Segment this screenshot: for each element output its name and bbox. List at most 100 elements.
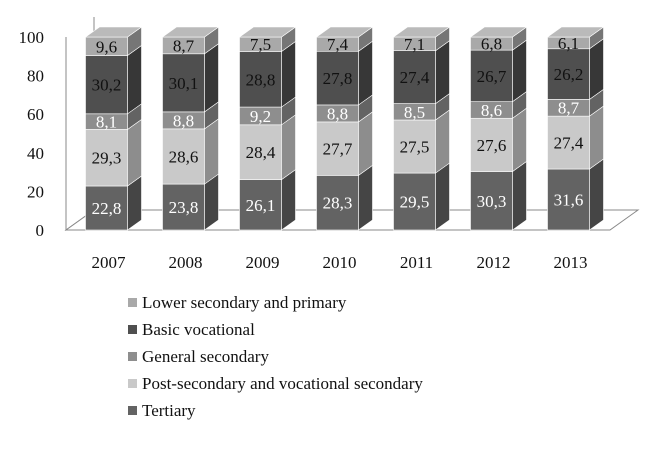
- data-label: 8,8: [327, 104, 348, 123]
- data-label: 7,4: [327, 35, 349, 54]
- data-label: 26,2: [554, 65, 584, 84]
- bar-2013: 31,6 27,4 8,7 26,2 6,1: [546, 26, 605, 231]
- bar-2008: 23,8 28,6 8,8 30,1 8,7: [161, 26, 220, 231]
- bar-segment-side: [358, 164, 373, 231]
- bar-segment-side: [589, 38, 604, 100]
- bar-segment-side: [512, 39, 527, 103]
- data-label: 30,1: [169, 74, 199, 93]
- data-label: 8,6: [481, 101, 502, 120]
- x-tick-label: 2012: [477, 253, 511, 272]
- data-label: 7,5: [250, 35, 271, 54]
- data-label: 6,1: [558, 34, 579, 53]
- bar-segment-side: [281, 169, 296, 231]
- bar-segment-side: [435, 109, 450, 174]
- bar-segment-front: [316, 175, 359, 231]
- x-tick-label: 2007: [92, 253, 127, 272]
- bar-top-face: [392, 26, 451, 38]
- data-label: 7,1: [404, 35, 425, 54]
- bar-2010: 28,3 27,7 8,8 27,8 7,4: [315, 26, 374, 231]
- bar-segment-side: [512, 107, 527, 173]
- x-axis-ticks: 2007 2008 2009 2010 2011 2012 2013: [92, 253, 588, 272]
- x-tick-label: 2011: [400, 253, 433, 272]
- y-tick-label: 0: [36, 221, 45, 240]
- legend-swatch: [128, 352, 137, 361]
- legend-swatch: [128, 406, 137, 415]
- data-label: 8,8: [173, 111, 194, 130]
- data-label: 27,5: [400, 138, 430, 157]
- data-label: 29,5: [400, 193, 430, 212]
- bar-segment-side: [127, 118, 142, 187]
- data-label: 28,6: [169, 147, 199, 166]
- bar-top-face: [161, 26, 220, 38]
- y-axis-ticks: 0 20 40 60 80 100: [19, 28, 45, 240]
- bar-segment-side: [281, 40, 296, 108]
- bar-segment-front: [85, 185, 128, 231]
- y-tick-label: 100: [19, 28, 45, 47]
- data-label: 9,6: [96, 37, 117, 56]
- bar-2009: 26,1 28,4 9,2 28,8 7,5: [238, 26, 297, 231]
- bar-top-face: [315, 26, 374, 38]
- data-label: 8,7: [558, 99, 580, 118]
- data-label: 28,8: [246, 70, 276, 89]
- bar-top-face: [238, 26, 297, 38]
- data-label: 30,2: [92, 76, 122, 95]
- bar-segment-side: [204, 118, 219, 185]
- legend-swatch: [128, 298, 137, 307]
- data-label: 27,8: [323, 69, 353, 88]
- bar-segment-front: [85, 129, 128, 187]
- data-label: 27,4: [554, 134, 584, 153]
- data-label: 26,7: [477, 67, 507, 86]
- data-label: 23,8: [169, 198, 199, 217]
- legend-label: Basic vocational: [142, 320, 255, 339]
- bar-segment-side: [512, 160, 527, 231]
- bar-segment-front: [393, 172, 436, 231]
- bar-segment-front: [162, 53, 205, 113]
- legend-label: Lower secondary and primary: [142, 293, 347, 312]
- bar-segment-side: [435, 162, 450, 231]
- bar-segment-front: [470, 49, 513, 102]
- bar-2007: 22,8 29,3 8,1 30,2 9,6: [84, 26, 143, 231]
- data-label: 8,5: [404, 103, 425, 122]
- legend-label: General secondary: [142, 347, 269, 366]
- data-label: 6,8: [481, 35, 502, 54]
- x-tick-label: 2008: [169, 253, 203, 272]
- legend-label: Tertiary: [142, 401, 196, 420]
- data-label: 28,4: [246, 143, 276, 162]
- x-tick-label: 2013: [554, 253, 588, 272]
- x-tick-label: 2009: [246, 253, 280, 272]
- bar-segment-front: [393, 50, 436, 104]
- legend-swatch: [128, 325, 137, 334]
- bar-segment-front: [162, 128, 205, 185]
- bar-segment-side: [127, 44, 142, 115]
- legend-swatch: [128, 379, 137, 388]
- bars-layer: 22,8 29,3 8,1 30,2 9,6 23,8 28,6 8,8 30,1 8,7 26,1…: [84, 26, 605, 231]
- bar-2012: 30,3 27,6 8,6 26,7 6,8: [469, 26, 528, 231]
- data-label: 27,7: [323, 140, 353, 159]
- bar-segment-front: [547, 48, 590, 100]
- bar-segment-side: [358, 111, 373, 176]
- y-tick-label: 40: [27, 144, 44, 163]
- legend-label: Post-secondary and vocational secondary: [142, 374, 423, 393]
- bar-segment-front: [547, 115, 590, 170]
- data-label: 8,7: [173, 36, 195, 55]
- y-tick-label: 20: [27, 182, 44, 201]
- bar-segment-side: [358, 40, 373, 106]
- bar-top-face: [469, 26, 528, 38]
- bar-segment-side: [589, 158, 604, 231]
- bar-segment-side: [281, 114, 296, 181]
- y-tick-label: 60: [27, 105, 44, 124]
- data-label: 29,3: [92, 149, 122, 168]
- data-label: 30,3: [477, 192, 507, 211]
- data-label: 31,6: [554, 191, 584, 210]
- data-label: 9,2: [250, 107, 271, 126]
- data-label: 26,1: [246, 196, 276, 215]
- bar-2011: 29,5 27,5 8,5 27,4 7,1: [392, 26, 451, 231]
- bar-segment-front: [393, 119, 436, 174]
- bar-segment-front: [239, 124, 282, 180]
- bar-segment-side: [204, 43, 219, 113]
- bar-segment-side: [435, 40, 450, 105]
- data-label: 27,4: [400, 68, 430, 87]
- bar-segment-front: [547, 168, 590, 231]
- data-label: 27,6: [477, 136, 507, 155]
- x-tick-label: 2010: [323, 253, 357, 272]
